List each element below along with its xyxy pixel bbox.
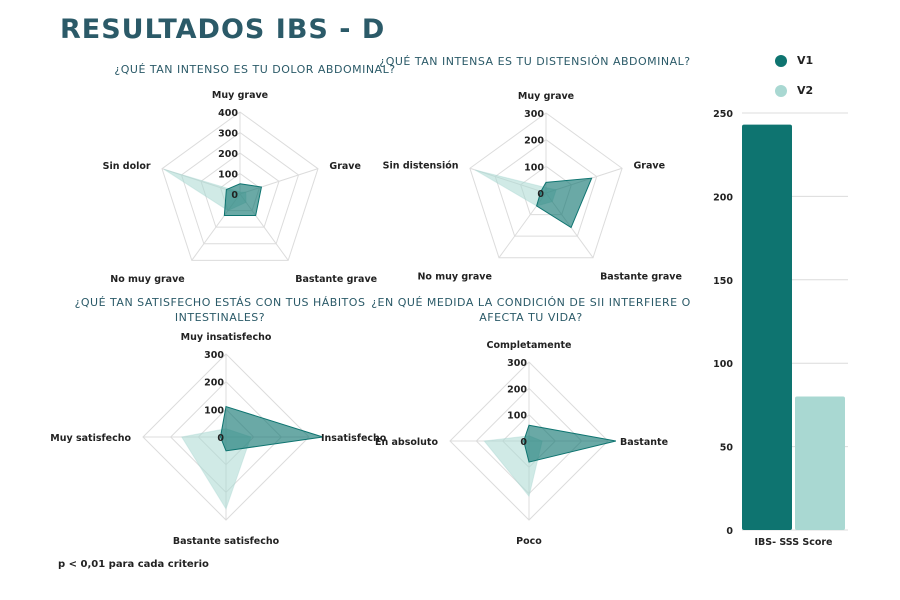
legend-label: V1 [797,54,814,67]
bar-svg: 0 50 100 150 200 250 IBS- SSS Score [713,109,848,548]
radar-chart-distension: ¿QUÉ TAN INTENSA ES TU DISTENSIÓN ABDOMI… [370,54,700,344]
radar-tick-label: 300 [524,109,544,120]
radar-axis-label: Sin dolor [103,161,151,172]
radar-grid-ring [200,152,280,228]
bar-y-tick-label: 250 [713,109,733,120]
radar-tick-label: 100 [204,405,224,416]
legend-label: V2 [797,84,814,97]
radar-series-v1 [223,183,263,217]
radar-axis-label: Poco [516,536,542,547]
radar-axis-label: Bastante satisfecho [173,536,280,547]
radar-tick-label: 0 [217,433,224,444]
bar-v2 [795,396,845,530]
radar-tick-label: 300 [218,129,238,140]
radar-svg: 0 100 200 300 Muy insatisfecho Insatisfecho Ba… [50,332,387,547]
radar-tick-label: 100 [218,170,238,181]
radar-tick-label: 0 [231,190,238,201]
bar-y-tick-label: 200 [713,192,733,203]
radar-series-v1 [523,424,617,463]
bar-category-label: IBS- SSS Score [755,537,833,548]
radar-axis-label: Muy insatisfecho [181,332,272,343]
radar-chart-interference: ¿EN QUÉ MEDIDA LA CONDICIÓN DE SII INTER… [366,295,696,585]
radar-tick-label: 100 [524,162,544,173]
radar-tick-label: 100 [507,411,527,422]
radar-svg: 0 100 200 300 400 Muy grave Grave Bastante grav… [103,90,377,285]
radar-series-v1 [219,405,323,452]
radar-grid-ring [494,139,598,237]
radar-axis-label: Bastante grave [295,274,377,285]
bar-y-tick-label: 150 [713,276,733,287]
radar-chart-pain: ¿QUÉ TAN INTENSO ES TU DOLOR ABDOMINAL? … [90,62,420,352]
radar-svg: 0 100 200 300 Completamente Bastante Poco En ab… [375,340,668,547]
radar-axis-label: En absoluto [375,437,439,448]
radar-axis-label: No muy grave [110,274,184,285]
radar-title: ¿EN QUÉ MEDIDA LA CONDICIÓN DE SII INTER… [371,296,691,324]
radar-tick-label: 200 [218,149,238,160]
radar-tick-label: 300 [507,358,527,369]
radar-axis-label: Grave [633,161,665,172]
radar-chart-satisfaction: ¿QUÉ TAN SATISFECHO ESTÁS CON TUS HÁBITO… [50,295,387,585]
radar-axis-label: Insatisfecho [321,433,387,444]
radar-tick-label: 200 [204,378,224,389]
radar-axis-label: Completamente [487,340,572,351]
footnote: p < 0,01 para cada criterio [58,559,209,570]
radar-grid-ring [469,112,623,259]
radar-tick-label: 0 [520,437,527,448]
radar-tick-label: 200 [524,136,544,147]
radar-svg: 0 100 200 300 Muy grave Grave Bastante grave No… [383,91,682,282]
radar-tick-label: 400 [218,108,238,119]
radar-axis-label: Muy grave [518,91,574,102]
radar-axis-label: Grave [329,161,361,172]
radar-series-v1 [536,177,593,229]
bar-y-tick-label: 50 [720,443,734,454]
radar-tick-label: 200 [507,384,527,395]
bar-y-tick-label: 100 [713,359,733,370]
radar-axis-label: No muy grave [417,271,491,282]
page-title: RESULTADOS IBS - D [60,14,386,45]
bar-v1 [742,124,792,531]
bar-y-tick-label: 0 [726,526,733,537]
legend-swatch-v2 [775,85,787,97]
radar-grid-ring [161,111,319,261]
radar-tick-label: 0 [537,189,544,200]
radar-title: ¿QUÉ TAN INTENSO ES TU DOLOR ABDOMINAL? [114,63,396,76]
radar-axis-label: Bastante grave [600,271,682,282]
radar-axis-label: Muy satisfecho [50,433,131,444]
radar-title: ¿QUÉ TAN SATISFECHO ESTÁS CON TUS HÁBITO… [74,296,366,324]
radar-axis-label: Sin distensión [383,161,459,172]
bar-chart-ibs-sss: V1 V2 0 50 100 150 200 250 IBS- SSS Score [700,40,900,560]
radar-axis-label: Bastante [620,437,668,448]
radar-axis-label: Muy grave [212,90,268,101]
legend-swatch-v1 [775,55,787,67]
radar-title: ¿QUÉ TAN INTENSA ES TU DISTENSIÓN ABDOMI… [379,55,691,68]
radar-grid-ring [180,131,300,245]
radar-tick-label: 300 [204,350,224,361]
